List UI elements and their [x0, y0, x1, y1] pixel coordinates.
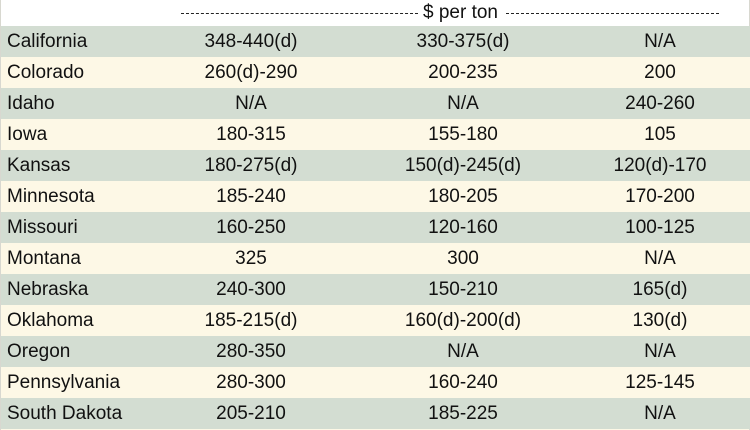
unit-label: $ per ton — [421, 2, 500, 24]
state-cell: Pennsylvania — [7, 372, 121, 393]
state-cell: Montana — [7, 248, 81, 269]
price-cell: 280-350 — [216, 341, 286, 362]
price-cell: 120-160 — [428, 217, 498, 238]
price-cell: N/A — [644, 31, 676, 52]
header-dashed-rule-left — [181, 13, 418, 14]
price-cell: 125-145 — [625, 372, 695, 393]
price-cell: 180-275(d) — [204, 155, 298, 176]
state-cell: California — [7, 31, 88, 52]
price-cell: 155-180 — [428, 124, 498, 145]
price-cell: 185-225 — [428, 403, 498, 424]
price-cell: 180-205 — [428, 186, 498, 207]
price-cell: N/A — [235, 93, 267, 114]
table-row: Minnesota 185-240 180-205 170-200 — [1, 181, 750, 212]
price-cell: N/A — [447, 341, 479, 362]
state-cell: South Dakota — [7, 403, 123, 424]
price-cell: 150-210 — [428, 279, 498, 300]
table-row: Oregon 280-350 N/A N/A — [1, 336, 750, 367]
price-cell: 165(d) — [632, 279, 688, 300]
table-row: California 348-440(d) 330-375(d) N/A — [1, 26, 750, 57]
state-cell: Kansas — [7, 155, 71, 176]
price-cell: 160(d)-200(d) — [404, 310, 522, 331]
price-cell: 260(d)-290 — [204, 62, 298, 83]
price-cell: 185-240 — [216, 186, 286, 207]
table-row: Colorado 260(d)-290 200-235 200 — [1, 57, 750, 88]
price-cell: 150(d)-245(d) — [404, 155, 522, 176]
price-cell: 200-235 — [428, 62, 498, 83]
price-cell: 240-300 — [216, 279, 286, 300]
state-cell: Missouri — [7, 217, 78, 238]
price-cell: 205-210 — [216, 403, 286, 424]
table-row: Kansas 180-275(d) 150(d)-245(d) 120(d)-170 — [1, 150, 750, 181]
table-row: Oklahoma 185-215(d) 160(d)-200(d) 130(d) — [1, 305, 750, 336]
table-row: Missouri 160-250 120-160 100-125 — [1, 212, 750, 243]
price-table-body: California 348-440(d) 330-375(d) N/A Colorad… — [1, 26, 750, 429]
price-cell: 130(d) — [632, 310, 688, 331]
price-cell: N/A — [447, 93, 479, 114]
price-cell: N/A — [644, 248, 676, 269]
table-row: Nebraska 240-300 150-210 165(d) — [1, 274, 750, 305]
state-cell: Minnesota — [7, 186, 95, 207]
header-dashed-rule-right — [506, 13, 719, 14]
price-cell: 240-260 — [625, 93, 695, 114]
state-cell: Idaho — [7, 93, 55, 114]
table-row: South Dakota 205-210 185-225 N/A — [1, 398, 750, 429]
price-cell: 100-125 — [625, 217, 695, 238]
table-row: Iowa 180-315 155-180 105 — [1, 119, 750, 150]
table-row: Pennsylvania 280-300 160-240 125-145 — [1, 367, 750, 398]
price-cell: 300 — [447, 248, 479, 269]
state-cell: Oklahoma — [7, 310, 94, 331]
price-cell: N/A — [644, 403, 676, 424]
price-cell: 200 — [644, 62, 676, 83]
price-cell: 348-440(d) — [204, 31, 298, 52]
price-table: California 348-440(d) 330-375(d) N/A Colorad… — [1, 26, 750, 429]
state-cell: Oregon — [7, 341, 71, 362]
price-cell: 185-215(d) — [204, 310, 298, 331]
price-cell: 330-375(d) — [416, 31, 510, 52]
state-cell: Iowa — [7, 124, 48, 145]
unit-header: $ per ton — [1, 0, 749, 26]
price-cell: 325 — [235, 248, 267, 269]
price-cell: 120(d)-170 — [613, 155, 707, 176]
state-cell: Nebraska — [7, 279, 89, 300]
table-row: Montana 325 300 N/A — [1, 243, 750, 274]
price-cell: 160-250 — [216, 217, 286, 238]
price-cell: 160-240 — [428, 372, 498, 393]
price-cell: 105 — [644, 124, 676, 145]
price-cell: 180-315 — [216, 124, 286, 145]
price-cell: N/A — [644, 341, 676, 362]
price-cell: 170-200 — [625, 186, 695, 207]
table-row: Idaho N/A N/A 240-260 — [1, 88, 750, 119]
price-cell: 280-300 — [216, 372, 286, 393]
state-cell: Colorado — [7, 62, 85, 83]
